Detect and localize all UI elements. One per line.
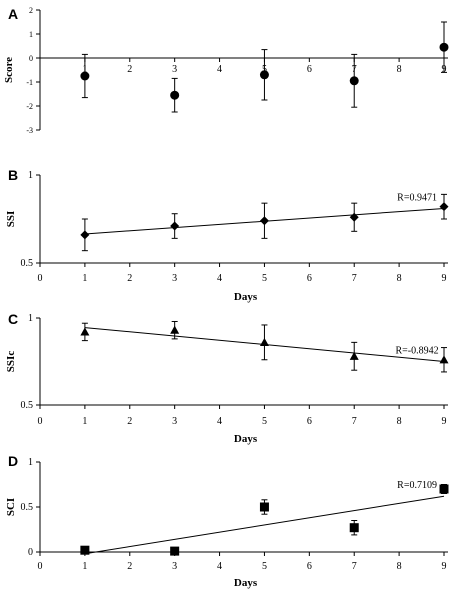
data-point <box>259 70 269 80</box>
data-point <box>259 337 269 346</box>
x-tick-label: 9 <box>442 273 447 284</box>
x-tick-label: 6 <box>307 64 312 75</box>
x-tick-label: 4 <box>217 561 222 572</box>
data-point <box>170 221 180 231</box>
panel-b: B 0.5 1 SSI 0 1 2 3 4 5 6 7 8 9 Days R=0.9471 <box>5 167 449 303</box>
y-axis-title: SSIc <box>5 351 17 373</box>
data-point <box>80 545 90 555</box>
x-axis-title: Days <box>234 291 258 303</box>
x-tick-label: 0 <box>38 561 43 572</box>
x-tick-label: 5 <box>262 416 267 427</box>
panel-letter: C <box>8 311 18 327</box>
data-point <box>259 216 269 226</box>
y-tick-label: 0.5 <box>21 258 34 269</box>
y-tick-label: 1 <box>28 313 33 324</box>
y-axis-title: Score <box>3 57 15 83</box>
y-tick-label: -3 <box>26 126 33 135</box>
x-tick-label: 7 <box>352 561 357 572</box>
x-tick-label: 0 <box>38 416 43 427</box>
x-tick-label: 3 <box>172 273 177 284</box>
panel-letter: A <box>8 6 18 22</box>
x-tick-label: 5 <box>262 273 267 284</box>
x-tick-label: 3 <box>172 561 177 572</box>
data-point <box>349 212 359 222</box>
data-point <box>80 327 90 336</box>
x-axis-title: Days <box>234 577 258 589</box>
x-tick-label: 9 <box>442 561 447 572</box>
data-point <box>349 351 359 360</box>
y-tick-label: 2 <box>29 6 33 15</box>
x-tick-label: 8 <box>397 561 402 572</box>
x-tick-label: 7 <box>352 416 357 427</box>
x-tick-label: 2 <box>127 273 132 284</box>
y-tick-label: 0 <box>29 54 33 63</box>
panel-letter: D <box>8 453 18 469</box>
data-point <box>439 42 449 52</box>
x-tick-label: 3 <box>172 416 177 427</box>
r-value-label: R=0.9471 <box>397 192 437 203</box>
x-tick-label: 6 <box>307 273 312 284</box>
y-axis-title: SSI <box>5 211 17 228</box>
x-axis-title: Days <box>234 433 258 445</box>
x-tick-label: 1 <box>82 561 87 572</box>
y-tick-label: 0 <box>28 547 33 558</box>
data-point <box>439 202 449 212</box>
x-tick-label: 3 <box>172 64 177 75</box>
y-tick-label: 1 <box>29 30 33 39</box>
panel-letter: B <box>8 167 18 183</box>
x-tick-label: 8 <box>397 64 402 75</box>
x-tick-label: 1 <box>82 416 87 427</box>
y-axis-title: SCI <box>5 498 17 516</box>
y-tick-label: -2 <box>26 102 33 111</box>
x-tick-label: 4 <box>217 64 222 75</box>
r-value-label: R=-0.8942 <box>395 346 438 357</box>
x-tick-label: 5 <box>262 561 267 572</box>
y-tick-label: 1 <box>28 170 33 181</box>
panel-d: D 0 0.5 1 SCI 0 1 2 3 4 5 6 7 8 9 Days R=0.7109 <box>5 453 449 589</box>
x-tick-label: 4 <box>217 416 222 427</box>
data-point <box>349 523 359 533</box>
y-tick-label: -1 <box>26 78 33 87</box>
x-tick-label: 4 <box>217 273 222 284</box>
x-tick-label: 1 <box>82 273 87 284</box>
trendline <box>84 495 445 555</box>
x-tick-label: 2 <box>127 561 132 572</box>
y-tick-label: 1 <box>28 457 33 468</box>
data-point <box>349 76 359 86</box>
x-tick-label: 9 <box>442 416 447 427</box>
data-point <box>170 325 180 334</box>
x-tick-label: 0 <box>38 273 43 284</box>
x-tick-label: 7 <box>352 273 357 284</box>
x-tick-label: 6 <box>307 416 312 427</box>
data-point <box>80 230 90 240</box>
x-tick-label: 8 <box>397 273 402 284</box>
data-point <box>170 90 180 100</box>
data-point <box>259 502 269 512</box>
x-tick-label: 2 <box>127 64 132 75</box>
data-point <box>80 71 90 81</box>
data-point <box>170 546 180 556</box>
x-tick-label: 2 <box>127 416 132 427</box>
panel-c: C 0.5 1 SSIc 0 1 2 3 4 5 6 7 8 9 Days R=-0.8942 <box>5 311 449 445</box>
x-tick-label: 8 <box>397 416 402 427</box>
data-point <box>439 355 449 364</box>
r-value-label: R=0.7109 <box>397 480 437 491</box>
x-tick-label: 6 <box>307 561 312 572</box>
y-tick-label: 0.5 <box>21 502 34 513</box>
data-point <box>439 484 449 494</box>
y-tick-label: 0.5 <box>21 400 34 411</box>
